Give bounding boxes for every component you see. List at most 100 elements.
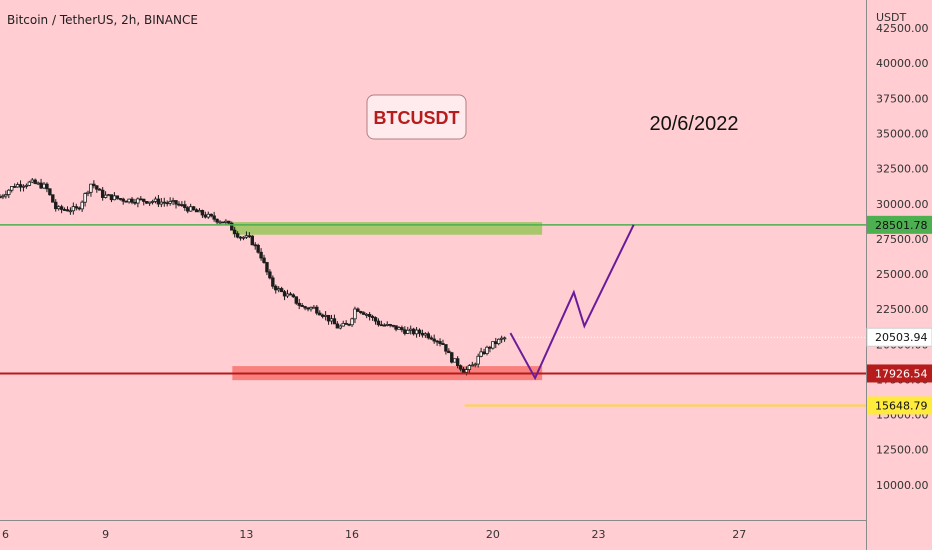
candle-body <box>285 293 290 297</box>
candle-body <box>370 316 375 318</box>
candle-body <box>271 277 275 287</box>
projection-layer <box>509 224 635 381</box>
candle-body <box>4 194 8 197</box>
candle-body <box>191 206 196 211</box>
candle-body <box>83 193 87 203</box>
candle-body <box>497 338 501 345</box>
candle-body <box>276 288 281 291</box>
candle-body <box>200 210 205 216</box>
candle-body <box>18 184 23 188</box>
candle-body <box>51 194 55 203</box>
candle-body <box>323 314 328 317</box>
candle-body <box>30 179 34 183</box>
candle-body <box>312 306 316 309</box>
price-tick-label: 12500.00 <box>876 444 929 457</box>
candle-body <box>100 189 105 198</box>
price-tick-label: 25000.00 <box>876 268 929 281</box>
candle-body <box>376 320 381 326</box>
price-tag-label: 17926.54 <box>875 367 928 380</box>
candle-body <box>268 271 272 279</box>
candle-body <box>406 329 410 334</box>
candle-body <box>7 189 11 195</box>
candle-body <box>426 333 431 339</box>
candle-body <box>432 338 436 342</box>
candle-body <box>54 201 58 210</box>
candle-body <box>118 198 122 200</box>
candle-body <box>162 201 166 204</box>
price-tag <box>867 364 932 383</box>
candle-body <box>197 210 202 213</box>
candle-body <box>36 182 40 185</box>
candle-body <box>133 201 137 204</box>
candle-body <box>464 369 469 373</box>
time-tick-label: 6 <box>2 528 9 541</box>
candle-body <box>209 213 213 217</box>
candle-body <box>491 341 495 349</box>
candle-body <box>435 340 439 343</box>
candle-body <box>347 323 351 326</box>
ticker-annotation[interactable]: BTCUSDT <box>366 94 467 140</box>
candle-body <box>165 202 169 205</box>
candle-body <box>230 222 234 231</box>
candle-body <box>494 341 498 345</box>
candle-body <box>453 358 457 363</box>
candle-body <box>42 183 46 189</box>
candle-body <box>109 194 114 201</box>
candle-body <box>177 203 181 206</box>
candle-body <box>259 251 263 259</box>
projection-path <box>509 224 635 381</box>
price-tag <box>867 215 932 234</box>
candle-body <box>24 184 29 187</box>
price-tick-label: 27500.00 <box>876 233 929 246</box>
candle-body <box>0 196 2 199</box>
candle-body <box>338 325 342 329</box>
candle-body <box>241 236 246 239</box>
candle-body <box>144 201 149 204</box>
candle-body <box>482 351 486 355</box>
resistance-zone <box>232 222 543 235</box>
candle-body <box>115 195 120 199</box>
candle-body <box>218 221 222 224</box>
candle-body <box>250 235 254 246</box>
candle-body <box>80 201 84 210</box>
candle-body <box>130 198 134 203</box>
candle-body <box>139 198 143 201</box>
price-tag <box>867 396 932 415</box>
price-tick-label: 30000.00 <box>876 198 929 211</box>
candle-body <box>400 327 404 331</box>
candle-body <box>359 311 363 314</box>
candle-body <box>318 312 322 316</box>
candle-body <box>56 206 61 210</box>
time-tick-label: 27 <box>732 528 746 541</box>
candle-body <box>450 352 454 363</box>
candle-body <box>74 206 78 209</box>
candle-body <box>350 318 354 326</box>
price-tags: 28501.78 17926.54 15648.79 20503.94 <box>866 215 932 415</box>
candle-body <box>265 262 269 273</box>
candle-body <box>288 293 293 296</box>
candle-body <box>335 323 340 329</box>
candle-body <box>388 324 392 326</box>
candle-body <box>291 294 296 298</box>
candle-body <box>232 229 237 235</box>
levels-layer <box>0 224 866 407</box>
candle-body <box>461 368 466 373</box>
candle-body <box>247 235 252 238</box>
ticker-label: BTCUSDT <box>374 108 460 128</box>
candle-body <box>188 206 193 212</box>
candle-body <box>221 221 225 224</box>
candle-body <box>262 257 266 263</box>
candle-body <box>409 328 413 331</box>
candle-body <box>499 337 504 340</box>
candle-body <box>297 302 301 306</box>
price-axis-unit: USDT <box>876 11 907 24</box>
candle-body <box>171 200 175 202</box>
candle-body <box>282 291 287 297</box>
time-axis[interactable]: 6 9 13 16 20 23 27 <box>2 528 746 541</box>
price-tick-label: 22500.00 <box>876 303 929 316</box>
candle-body <box>142 198 146 202</box>
candle-body <box>485 346 489 355</box>
